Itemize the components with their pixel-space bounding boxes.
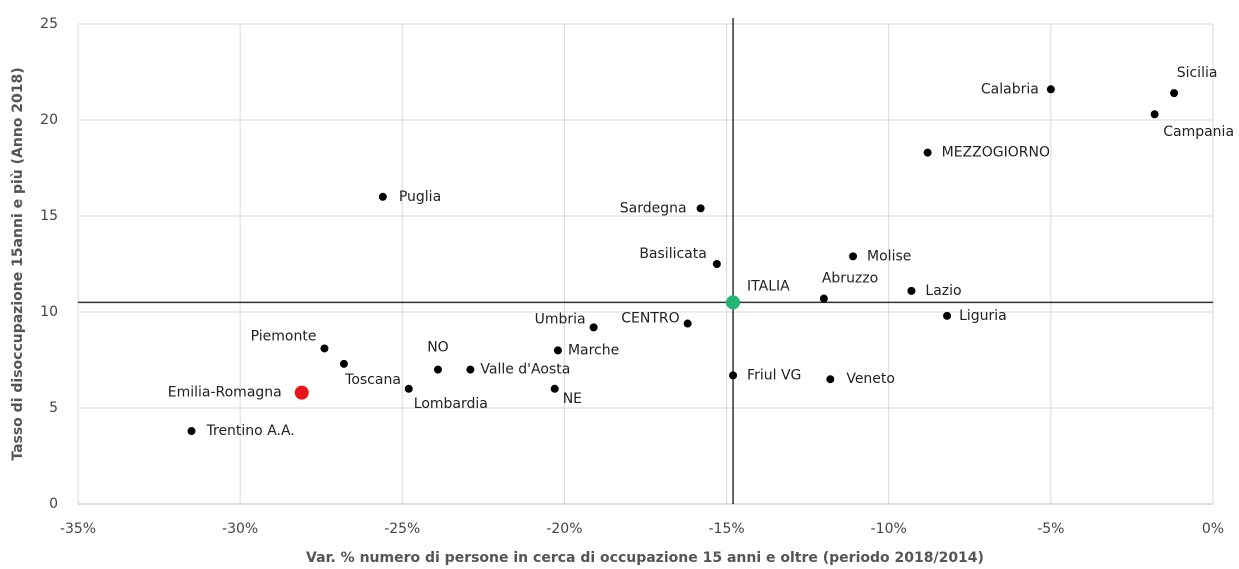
point bbox=[1150, 110, 1159, 119]
point-label: NE bbox=[563, 391, 582, 407]
point bbox=[378, 192, 387, 201]
x-tick-label: -25% bbox=[384, 521, 420, 537]
point-label: Basilicata bbox=[639, 246, 707, 262]
point-label: CENTRO bbox=[621, 311, 679, 327]
y-tick-label: 5 bbox=[49, 400, 58, 416]
point-label: Friul VG bbox=[747, 367, 801, 383]
point-label: ITALIA bbox=[747, 278, 790, 294]
point-label: Emilia-Romagna bbox=[168, 385, 282, 401]
point bbox=[712, 260, 721, 268]
y-tick-label: 10 bbox=[40, 304, 58, 320]
point bbox=[320, 344, 329, 353]
point-label: Campania bbox=[1163, 124, 1234, 140]
point bbox=[433, 365, 442, 374]
x-tick-label: -30% bbox=[222, 521, 258, 537]
point bbox=[1170, 89, 1179, 98]
y-axis-title: Tasso di disoccupazione 15anni e più (An… bbox=[10, 67, 26, 460]
point-label: Trentino A.A. bbox=[206, 423, 295, 439]
point bbox=[726, 295, 741, 310]
x-tick-label: -35% bbox=[60, 521, 96, 537]
x-tick-label: 0% bbox=[1202, 521, 1224, 537]
point-label: Calabria bbox=[981, 81, 1039, 97]
point bbox=[339, 359, 348, 368]
point bbox=[1046, 85, 1055, 94]
x-tick-label: -15% bbox=[708, 521, 744, 537]
point bbox=[923, 148, 932, 157]
point bbox=[907, 286, 916, 295]
y-tick-label: 20 bbox=[40, 112, 58, 128]
point-label: Marche bbox=[568, 342, 619, 358]
point-label: Toscana bbox=[344, 372, 401, 388]
point-label: MEZZOGIORNO bbox=[942, 145, 1050, 161]
point bbox=[696, 204, 705, 213]
point bbox=[819, 294, 828, 303]
point bbox=[683, 319, 692, 328]
point-label: Molise bbox=[867, 248, 911, 264]
y-tick-label: 0 bbox=[49, 496, 58, 512]
point-label: Piemonte bbox=[251, 328, 317, 344]
y-tick-label: 25 bbox=[40, 16, 58, 32]
point bbox=[187, 427, 196, 436]
y-tick-label: 15 bbox=[40, 208, 58, 224]
point bbox=[849, 252, 858, 261]
point-label: Puglia bbox=[399, 189, 441, 205]
point bbox=[943, 311, 952, 320]
point bbox=[404, 384, 413, 393]
x-tick-label: -20% bbox=[546, 521, 582, 537]
x-tick-label: -10% bbox=[871, 521, 907, 537]
point-label: Liguria bbox=[959, 308, 1007, 324]
point bbox=[589, 323, 598, 332]
point-label: Valle d'Aosta bbox=[480, 362, 570, 378]
point bbox=[553, 346, 562, 355]
x-axis-title: Var. % numero di persone in cerca di occ… bbox=[306, 550, 984, 566]
point-label: Umbria bbox=[535, 311, 586, 327]
point bbox=[294, 385, 309, 400]
point-label: Veneto bbox=[846, 371, 895, 387]
point bbox=[550, 384, 559, 393]
point-label: NO bbox=[427, 340, 449, 356]
point-label: Sardegna bbox=[620, 200, 687, 216]
point bbox=[729, 371, 738, 380]
x-tick-label: -5% bbox=[1037, 521, 1064, 537]
point-label: Sicilia bbox=[1177, 65, 1218, 81]
point-label: Lazio bbox=[925, 283, 961, 299]
point-label: Abruzzo bbox=[822, 271, 878, 287]
point bbox=[466, 365, 475, 374]
point bbox=[826, 375, 835, 384]
point-label: Lombardia bbox=[414, 396, 488, 412]
